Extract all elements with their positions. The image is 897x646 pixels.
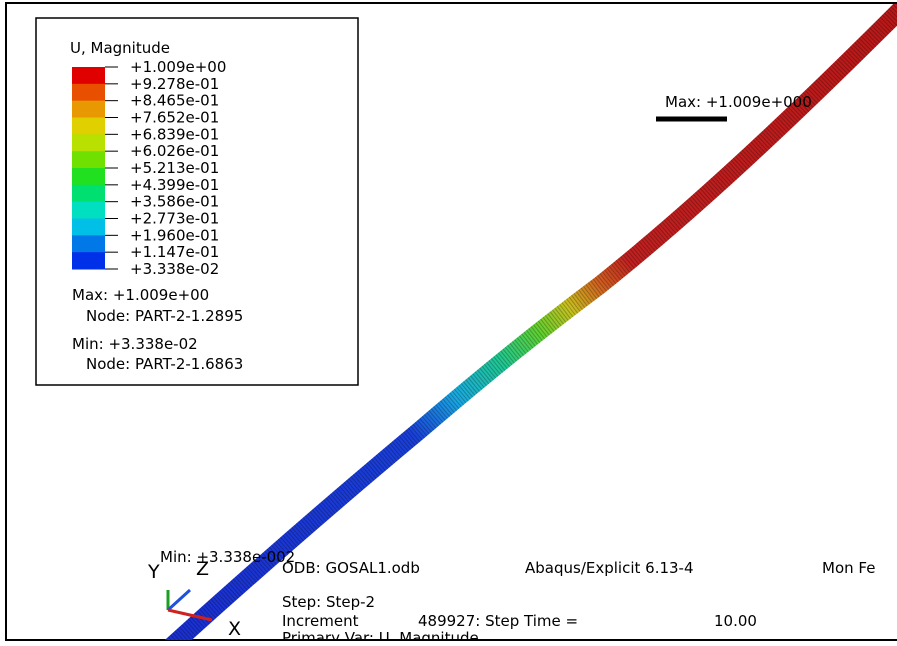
- increment: Increment: [282, 612, 359, 630]
- solver-version: Abaqus/Explicit 6.13-4: [525, 559, 694, 577]
- legend-max: Max: +1.009e+00: [72, 286, 209, 304]
- legend-level: +5.213e-01: [130, 159, 219, 177]
- legend-band: [72, 101, 105, 118]
- max-annotation: Max: +1.009e+000: [665, 93, 812, 111]
- legend-band: [72, 202, 105, 219]
- legend-band: [72, 67, 105, 84]
- increment-value: 489927: Step Time =: [418, 612, 578, 630]
- primary-variable: Primary Var: U, Magnitude: [282, 629, 479, 646]
- triad-x-label: X: [228, 618, 241, 640]
- legend-band: [72, 219, 105, 236]
- step: Step: Step-2: [282, 593, 375, 611]
- legend-level: +6.026e-01: [130, 142, 219, 160]
- legend-level: +7.652e-01: [130, 109, 219, 127]
- step-time: 10.00: [714, 612, 757, 630]
- odb-name: ODB: GOSAL1.odb: [282, 559, 420, 577]
- legend-band: [72, 151, 105, 168]
- legend-level: +6.839e-01: [130, 125, 219, 143]
- triad-z-label: Z: [196, 558, 209, 580]
- legend-level: +3.338e-02: [130, 260, 219, 278]
- date: Mon Fe: [822, 559, 875, 577]
- legend-min: Min: +3.338e-02: [72, 335, 198, 353]
- min-annotation: Min: +3.338e-002: [160, 548, 295, 566]
- legend-level: +9.278e-01: [130, 75, 219, 93]
- legend-level: +1.009e+00: [130, 58, 226, 76]
- triad-y-label: Y: [147, 561, 160, 583]
- abaqus-viewport: Max: +1.009e+000 Min: +3.338e-002 ODB: G…: [0, 0, 897, 646]
- legend-min-node: Node: PART-2-1.6863: [86, 355, 243, 373]
- legend-level: +1.960e-01: [130, 226, 219, 244]
- legend-level: +4.399e-01: [130, 176, 219, 194]
- legend-band: [72, 118, 105, 135]
- legend-level: +8.465e-01: [130, 92, 219, 110]
- legend-max-node: Node: PART-2-1.2895: [86, 307, 243, 325]
- legend-band: [72, 134, 105, 151]
- legend-band: [72, 84, 105, 101]
- legend-level: +1.147e-01: [130, 243, 219, 261]
- legend-band: [72, 252, 105, 269]
- legend-color-bar: +1.009e+00+9.278e-01+8.465e-01+7.652e-01…: [72, 58, 226, 278]
- legend-band: [72, 185, 105, 202]
- legend-band: [72, 235, 105, 252]
- legend-level: +2.773e-01: [130, 210, 219, 228]
- legend-title: U, Magnitude: [70, 39, 170, 57]
- legend-level: +3.586e-01: [130, 193, 219, 211]
- legend-band: [72, 168, 105, 185]
